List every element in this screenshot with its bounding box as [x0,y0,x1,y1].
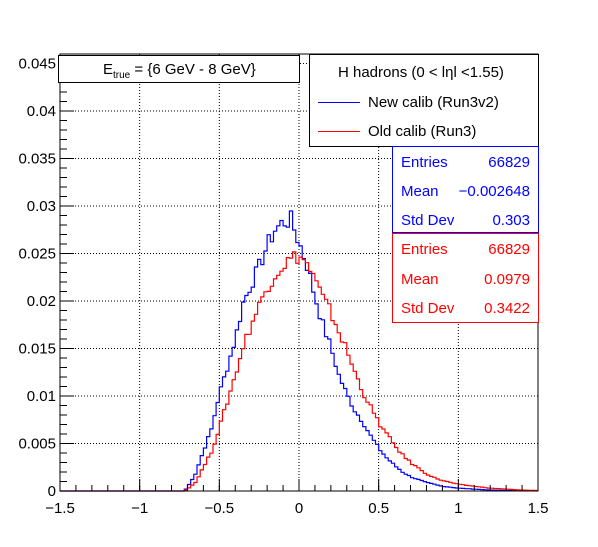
stats-old-stddev-label: Std Dev [401,300,455,317]
stats-new-mean-value: −0.002648 [458,183,530,200]
y-tick-label: 0.03 [27,198,56,215]
y-tick-label: 0.01 [27,388,56,405]
series-line-old-calib [60,251,538,492]
stats-new-entries-label: Entries [401,154,448,171]
x-tick-label: 0 [295,500,303,517]
y-tick-label: 0.045 [18,56,56,73]
stats-new-stddev-label: Std Dev [401,212,455,229]
legend-swatch-old [318,131,360,132]
legend-title: H hadrons (0 < lηl <1.55) [338,64,504,81]
x-tick-label: 0.5 [368,500,389,517]
stats-box-old: Entries 66829 Mean 0.0979 Std Dev 0.3422 [392,233,539,323]
stats-old-mean-label: Mean [401,271,439,288]
energy-range-label: Etrue = {6 GeV - 8 GeV} [103,61,256,81]
x-tick-label: −1 [131,500,148,517]
stats-old-stddev-value: 0.3422 [484,300,530,317]
stats-box-new: Entries 66829 Mean −0.002648 Std Dev 0.3… [392,146,539,233]
y-tick-label: 0.02 [27,293,56,310]
legend-label-new: New calib (Run3v2) [368,94,499,111]
y-tick-label: 0.015 [18,341,56,358]
y-tick-label: 0.025 [18,246,56,263]
energy-range-label-box: Etrue = {6 GeV - 8 GeV} [58,55,300,83]
y-tick-label: 0 [48,483,56,500]
series-curves [60,210,538,492]
stats-new-stddev-value: 0.303 [492,212,530,229]
x-tick-label: −0.5 [205,500,235,517]
legend-label-old: Old calib (Run3) [368,123,477,140]
stats-new-entries-value: 66829 [488,154,530,171]
series-line-new-calib [60,210,538,492]
stats-old-mean-value: 0.0979 [484,271,530,288]
stats-old-entries-label: Entries [401,241,448,258]
x-tick-label: 1 [454,500,462,517]
legend-swatch-new [318,102,360,103]
x-tick-label: 1.5 [528,500,549,517]
y-tick-label: 0.005 [18,436,56,453]
x-tick-label: −1.5 [45,500,75,517]
stats-new-mean-label: Mean [401,183,439,200]
y-tick-label: 0.04 [27,103,56,120]
legend: H hadrons (0 < lηl <1.55) New calib (Run… [309,54,539,147]
stats-old-entries-value: 66829 [488,241,530,258]
y-tick-label: 0.035 [18,151,56,168]
